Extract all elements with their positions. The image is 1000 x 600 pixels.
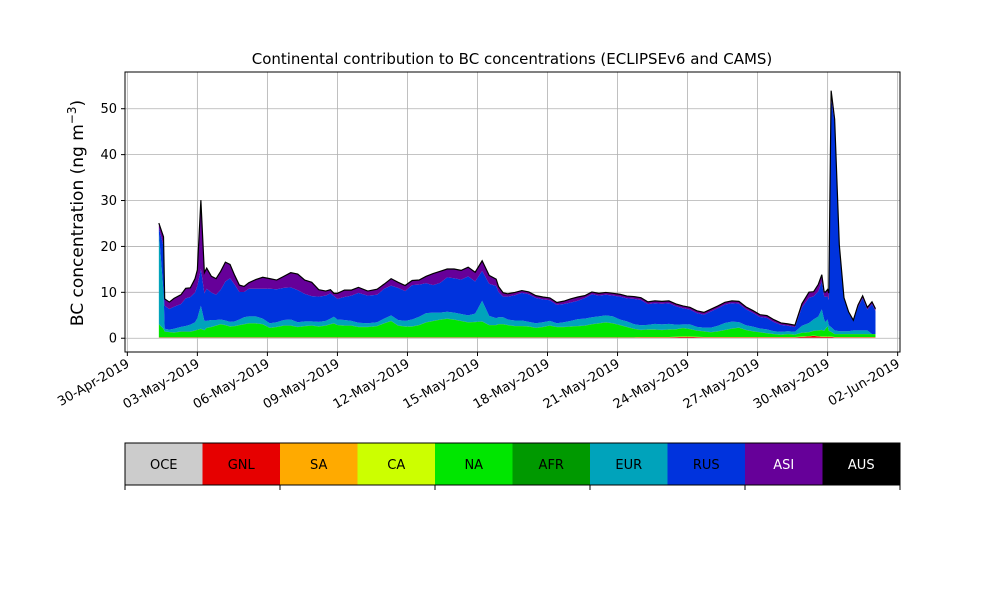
legend-frame (124, 442, 901, 486)
x-tick-label-11: 02-Jun-2019 (826, 356, 903, 409)
x-tick-label-0: 30-Apr-2019 (55, 356, 132, 409)
legend-label-sa: SA (310, 458, 327, 473)
legend-swatch-sa (280, 443, 358, 485)
y-axis-label-text: BC concentration (ng m (68, 124, 88, 326)
total-outline-layer (158, 90, 877, 326)
x-tick-label-3: 09-May-2019 (261, 356, 343, 412)
legend-swatch-aus (822, 443, 901, 485)
legend-swatch-rus (667, 443, 746, 485)
legend-label-ca: CA (387, 458, 405, 473)
total-line (158, 90, 877, 326)
x-tick-label-10: 30-May-2019 (751, 356, 833, 412)
legend-swatch-asi (745, 443, 823, 485)
plot-frame (124, 71, 901, 353)
y-axis-label-close: ) (68, 100, 88, 107)
legend-swatch-oce (125, 443, 203, 485)
legend-swatch-ca (357, 443, 436, 485)
x-tick-label-5: 15-May-2019 (401, 356, 483, 412)
legend-label-eur: EUR (615, 458, 642, 473)
x-tick-label-4: 12-May-2019 (331, 356, 413, 412)
area-ca (158, 335, 876, 338)
legend-label-na: NA (464, 458, 483, 473)
legend-swatch-afr (512, 443, 591, 485)
legend-label-asi: ASI (773, 458, 794, 473)
chart-title: Continental contribution to BC concentra… (252, 50, 773, 68)
legend-label-oce: OCE (150, 458, 178, 473)
x-tick-label-1: 03-May-2019 (121, 356, 203, 412)
area-gnl (158, 335, 876, 338)
colorbar-legend: OCE GNL SA CA NA AFR EUR RUS ASI AUS (124, 442, 901, 490)
y-tick-label-5: 50 (100, 102, 117, 117)
area-asi (158, 90, 876, 328)
legend-swatch-na (435, 443, 513, 485)
y-tick-label-1: 10 (100, 286, 117, 301)
x-tick-label-6: 18-May-2019 (471, 356, 553, 412)
y-tick-label-0: 0 (109, 332, 117, 347)
x-tick-label-7: 21-May-2019 (541, 356, 623, 412)
area-na (158, 318, 876, 338)
y-tick-label-4: 40 (100, 148, 117, 163)
area-rus (158, 97, 876, 335)
y-axis-label: BC concentration (ng m−3) (65, 100, 88, 326)
x-tick-label-2: 06-May-2019 (191, 356, 273, 412)
legend-label-aus: AUS (848, 458, 875, 473)
y-axis-label-superscript: −3 (65, 106, 79, 124)
legend-swatch-eur (590, 443, 668, 485)
y-tick-label-3: 30 (100, 194, 117, 209)
legend-label-rus: RUS (693, 458, 720, 473)
x-tick-label-9: 27-May-2019 (681, 356, 763, 412)
x-tick-label-8: 24-May-2019 (611, 356, 693, 412)
area-series-layer (158, 90, 876, 339)
legend-label-gnl: GNL (228, 458, 256, 473)
y-tick-label-2: 20 (100, 240, 117, 255)
axes: 0 10 20 30 40 50 30-Apr-201903-May-201906-May-… (55, 71, 903, 412)
legend-label-afr: AFR (539, 458, 564, 473)
legend-swatch-gnl (202, 443, 281, 485)
area-eur (158, 232, 876, 335)
